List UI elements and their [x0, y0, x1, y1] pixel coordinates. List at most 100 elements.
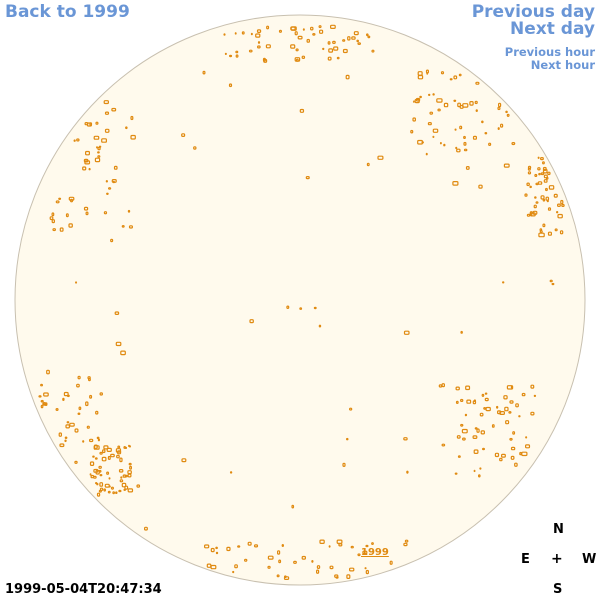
feature-contour	[473, 469, 476, 473]
feature-contour	[561, 203, 565, 207]
feature-contour	[371, 49, 375, 53]
feature-contour	[295, 58, 299, 62]
next-hour-link[interactable]: Next hour	[530, 58, 595, 72]
feature-contour	[481, 393, 485, 397]
feature-contour	[247, 541, 252, 546]
feature-contour	[181, 458, 187, 463]
feature-contour	[453, 99, 457, 102]
previous-day-link[interactable]: Previous day	[471, 2, 595, 22]
feature-contour	[463, 141, 467, 146]
feature-contour	[115, 341, 122, 347]
feature-contour	[63, 391, 69, 397]
feature-contour	[215, 551, 219, 555]
feature-contour	[366, 33, 369, 37]
feature-contour	[297, 35, 303, 40]
feature-contour	[412, 117, 417, 122]
feature-contour	[545, 176, 549, 180]
feature-contour	[316, 565, 321, 570]
feature-contour	[85, 211, 89, 216]
feature-contour	[469, 100, 474, 106]
feature-contour	[108, 477, 111, 480]
feature-contour	[553, 193, 558, 198]
feature-contour	[96, 482, 99, 486]
compass-east: E	[521, 552, 530, 567]
feature-contour	[543, 179, 548, 183]
feature-contour	[291, 504, 295, 509]
compass-center-icon: +	[551, 551, 563, 567]
previous-hour-link[interactable]: Previous hour	[504, 45, 595, 59]
feature-contour	[116, 454, 120, 459]
feature-contour	[472, 435, 478, 439]
feature-contour	[503, 395, 508, 400]
feature-contour	[120, 476, 123, 479]
next-day-link[interactable]: Next day	[510, 19, 595, 39]
feature-contour	[454, 128, 457, 131]
feature-contour	[439, 142, 442, 145]
feature-contour	[473, 399, 476, 403]
feature-contour	[38, 395, 42, 398]
feature-contour	[76, 383, 80, 388]
feature-contour	[501, 453, 506, 458]
feature-contour	[87, 377, 91, 382]
feature-contour	[342, 39, 346, 42]
feature-contour	[542, 168, 548, 174]
feature-contour	[460, 423, 464, 427]
feature-contour	[329, 565, 334, 570]
feature-contour	[106, 471, 110, 475]
feature-contour	[499, 457, 503, 462]
feature-contour	[518, 415, 521, 418]
feature-contour	[119, 479, 124, 483]
feature-contour	[68, 223, 73, 228]
feature-contour	[353, 31, 359, 36]
feature-contour	[545, 196, 550, 201]
feature-contour	[77, 412, 81, 416]
feature-contour	[526, 182, 530, 187]
feature-contour	[234, 32, 237, 35]
feature-contour	[40, 399, 44, 403]
feature-contour	[483, 407, 487, 410]
feature-contour	[542, 223, 546, 228]
feature-contour	[511, 142, 516, 146]
feature-contour	[77, 375, 81, 380]
feature-contour	[460, 330, 463, 334]
feature-contour	[228, 83, 233, 88]
feature-contour	[389, 560, 393, 565]
feature-contour	[127, 488, 134, 493]
feature-contour	[92, 455, 95, 458]
feature-contour	[440, 71, 445, 75]
feature-contour	[432, 128, 439, 133]
feature-contour	[432, 135, 435, 138]
feature-contour	[346, 437, 349, 441]
feature-contour	[283, 576, 290, 580]
feature-contour	[504, 406, 509, 412]
feature-contour	[40, 404, 44, 409]
feature-contour	[463, 135, 466, 139]
year-link[interactable]: 1999	[361, 547, 389, 558]
feature-contour	[103, 488, 106, 492]
feature-contour	[210, 547, 215, 553]
feature-contour	[97, 151, 100, 154]
feature-contour	[89, 461, 95, 467]
feature-contour	[40, 383, 44, 387]
feature-contour	[97, 438, 101, 442]
feature-contour	[371, 542, 374, 546]
feature-contour	[98, 489, 102, 493]
feature-contour	[333, 46, 339, 51]
feature-contour	[437, 108, 441, 112]
feature-contour	[59, 227, 64, 232]
feature-contour	[510, 385, 513, 389]
feature-contour	[117, 445, 121, 449]
feature-contour	[474, 100, 478, 105]
feature-contour	[510, 446, 516, 451]
feature-contour	[256, 29, 262, 33]
feature-contour	[97, 155, 101, 158]
feature-contour	[118, 489, 122, 493]
feature-contour	[318, 324, 322, 328]
feature-contour	[452, 181, 459, 186]
feature-contour	[346, 574, 351, 580]
feature-contour	[474, 427, 478, 430]
back-to-year-link[interactable]: Back to 1999	[5, 2, 130, 22]
feature-contour	[475, 81, 480, 85]
feature-contour	[404, 539, 409, 543]
feature-contour	[82, 440, 85, 443]
